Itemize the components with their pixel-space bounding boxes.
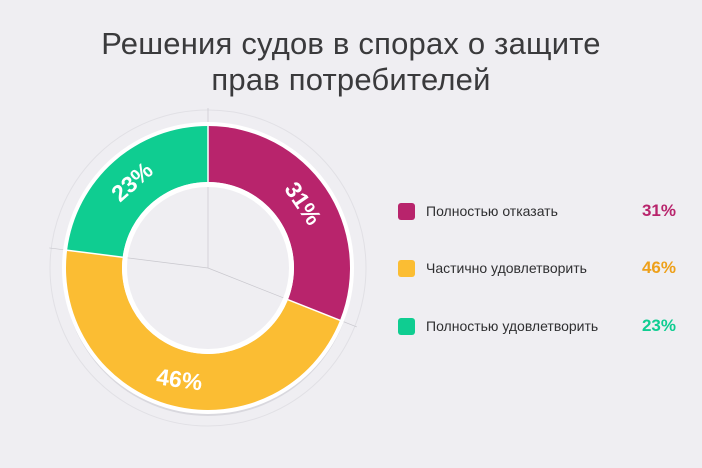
guide-line-outer [49,247,64,251]
legend-item-refused: Полностью отказать 31% [398,201,676,221]
legend-value-partial: 46% [641,258,676,277]
legend-value-refused: 31% [641,201,676,220]
chart-slices [65,124,350,410]
guide-line-inner [127,257,209,269]
legend-value-full: 23% [641,316,676,335]
slice-refused [208,126,350,321]
guide-line-inner [207,267,284,299]
legend-item-partial: Частично удовлетворить 46% [398,258,676,278]
legend-label-full: Полностью удовлетворить [426,318,599,334]
legend-item-full: Полностью удовлетворить 23% [398,316,676,336]
slice-separator [65,249,123,258]
legend-label-refused: Полностью отказать [426,203,558,219]
legend-label-partial: Частично удовлетворить [426,260,587,276]
chart-title-line-2: прав потребителей [211,62,491,97]
legend-swatch-partial [398,259,415,277]
slice-label-partial: 46% [155,363,204,395]
legend-swatch-full [398,317,415,335]
slice-separator [287,298,343,322]
guide-line-outer [343,321,357,328]
chart-title: Решения судов в спорах о защите прав пот… [0,26,702,98]
legend-swatch-refused [398,202,415,220]
slice-full [67,126,208,258]
slice-partial [66,250,341,410]
chart-title-line-1: Решения судов в спорах о защите [101,26,601,61]
